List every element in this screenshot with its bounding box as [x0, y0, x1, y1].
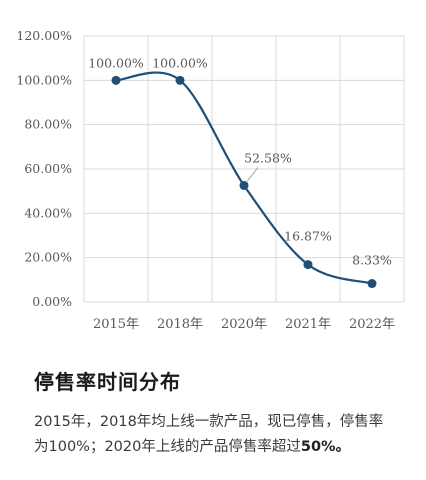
data-point — [111, 75, 121, 85]
data-label-leader-lines — [246, 167, 259, 182]
x-tick-label: 2022年 — [349, 317, 395, 332]
data-label: 8.33% — [352, 253, 392, 268]
y-axis-tick-labels: 0.00% 20.00% 40.00% 60.00% 80.00% 100.00% 120.… — [16, 28, 72, 309]
section-title: 停售率时间分布 — [34, 370, 181, 394]
chart-gridlines — [83, 35, 405, 303]
data-label: 100.00% — [88, 55, 144, 70]
x-tick-label: 2021年 — [285, 317, 331, 332]
y-tick-label: 60.00% — [24, 161, 72, 176]
y-tick-label: 40.00% — [24, 205, 72, 220]
y-tick-label: 120.00% — [16, 28, 72, 43]
data-point — [303, 260, 313, 270]
data-label: 16.87% — [284, 229, 332, 244]
data-points — [111, 75, 377, 289]
section-description: 2015年，2018年均上线一款产品，现已停售，停售率为100%；2020年上线… — [34, 410, 394, 460]
x-tick-label: 2018年 — [157, 317, 203, 332]
data-labels: 100.00% 100.00% 52.58% 16.87% 8.33% — [88, 55, 392, 267]
data-point — [175, 75, 185, 85]
x-tick-label: 2015年 — [93, 317, 139, 332]
leader-line — [246, 167, 259, 182]
data-point — [367, 279, 377, 289]
data-point — [239, 180, 249, 190]
x-axis-tick-labels: 2015年 2018年 2020年 2021年 2022年 — [93, 317, 395, 332]
data-label: 100.00% — [152, 55, 208, 70]
y-tick-label: 0.00% — [32, 294, 72, 309]
description-highlight: 50%。 — [300, 439, 351, 455]
description-text: 2015年，2018年均上线一款产品，现已停售，停售率为100%；2020年上线… — [34, 414, 384, 455]
y-tick-label: 80.00% — [24, 117, 72, 132]
data-label: 52.58% — [244, 150, 292, 165]
stop-sale-rate-line-chart: 0.00% 20.00% 40.00% 60.00% 80.00% 100.00% 120.… — [16, 28, 405, 332]
y-tick-label: 20.00% — [24, 250, 72, 265]
x-tick-label: 2020年 — [221, 317, 267, 332]
y-tick-label: 100.00% — [16, 72, 72, 87]
series-line — [115, 71, 373, 285]
